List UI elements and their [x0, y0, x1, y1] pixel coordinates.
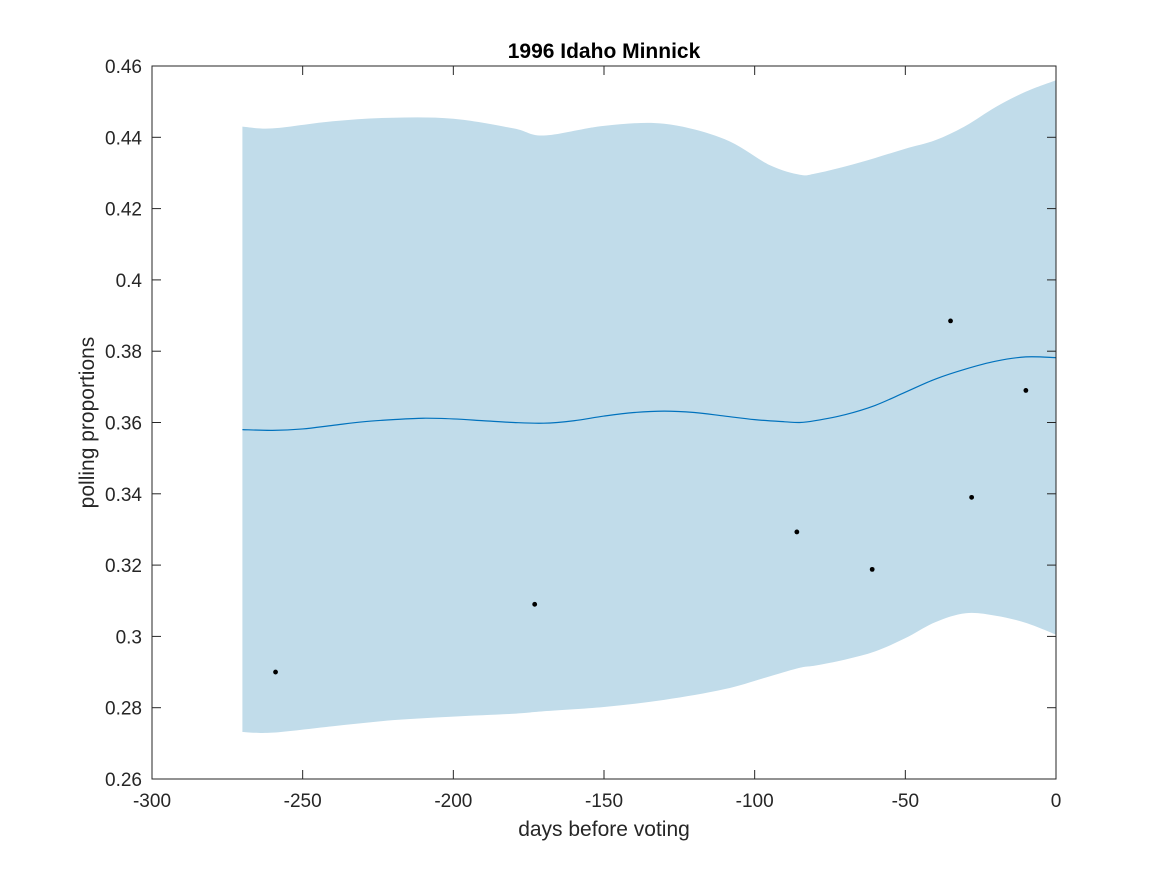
x-tick-label: -250: [284, 791, 322, 812]
y-tick-label: 0.46: [105, 57, 142, 78]
y-tick-label: 0.26: [105, 770, 142, 791]
poll-point: [869, 566, 875, 572]
fit-line: [242, 356, 1057, 431]
x-tick-label: -150: [585, 791, 623, 812]
confidence-band: [242, 80, 1056, 733]
y-tick-label: 0.3: [116, 627, 142, 648]
y-tick-label: 0.44: [105, 128, 142, 149]
y-tick-label: 0.32: [105, 556, 142, 577]
x-axis-label: days before voting: [518, 818, 690, 841]
y-axis-label: polling proportions: [76, 337, 99, 509]
x-tick-label: -300: [133, 791, 171, 812]
x-tick-label: -200: [434, 791, 472, 812]
poll-point: [794, 529, 800, 535]
poll-point: [1023, 388, 1029, 393]
y-tick-label: 0.34: [105, 485, 142, 506]
x-tick-label: -100: [736, 791, 774, 812]
x-tick-label: 0: [1051, 791, 1062, 812]
poll-point: [969, 494, 975, 500]
y-tick-label: 0.28: [105, 699, 142, 720]
x-tick-label: -50: [892, 791, 919, 812]
poll-point: [273, 669, 278, 675]
chart-title: 1996 Idaho Minnick: [508, 40, 701, 63]
y-tick-label: 0.4: [116, 271, 143, 292]
y-tick-label: 0.38: [105, 342, 142, 363]
poll-point: [532, 601, 538, 607]
poll-point: [948, 318, 953, 324]
y-tick-label: 0.36: [105, 414, 142, 435]
y-tick-label: 0.42: [105, 200, 142, 221]
